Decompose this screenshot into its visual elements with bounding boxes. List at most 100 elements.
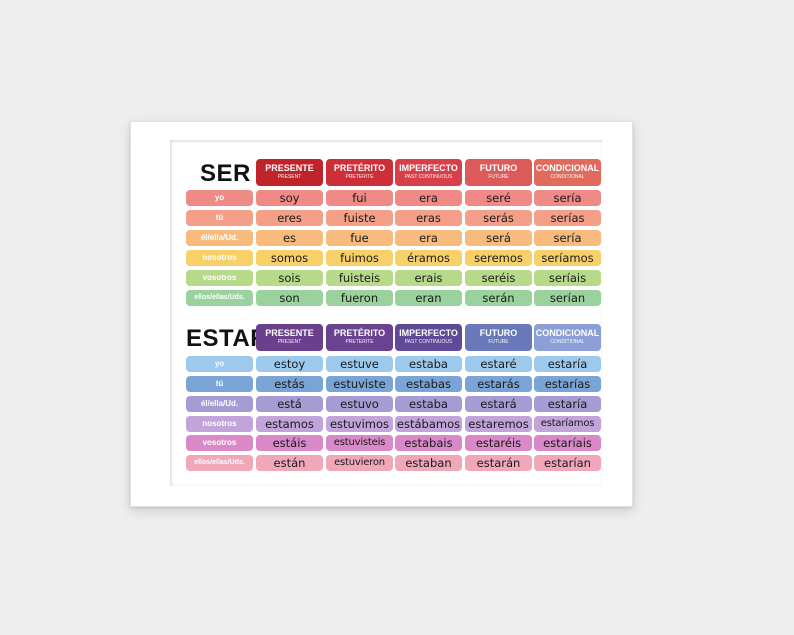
estar-cell: estaría: [534, 356, 601, 372]
ser-pronoun-2: él/ella/Ud.: [186, 230, 253, 246]
estar-header-past-continuous: IMPERFECTO PAST CONTINUOUS: [395, 324, 462, 351]
header-title: IMPERFECTO: [399, 163, 458, 173]
ser-cell: fui: [326, 190, 393, 206]
header-title: PRESENTE: [265, 328, 314, 338]
ser-cell: es: [256, 230, 323, 246]
estar-cell: estáis: [256, 435, 323, 451]
ser-cell: fueron: [326, 290, 393, 306]
header-subtitle: PRESENT: [277, 339, 302, 345]
estar-pronoun-4: vosotros: [186, 435, 253, 451]
header-title: PRETÉRITO: [333, 328, 386, 338]
estar-title: ESTAR: [186, 325, 269, 352]
ser-pronoun-0: yo: [186, 190, 253, 206]
estar-cell: estabas: [395, 376, 462, 392]
ser-cell: fuimos: [326, 250, 393, 266]
ser-cell: eras: [395, 210, 462, 226]
estar-cell: estuve: [326, 356, 393, 372]
estar-cell: estarás: [465, 376, 532, 392]
estar-cell: estaremos: [465, 416, 532, 432]
ser-cell: serás: [465, 210, 532, 226]
estar-cell: estoy: [256, 356, 323, 372]
ser-cell: soy: [256, 190, 323, 206]
header-subtitle: FUTURE: [488, 174, 509, 180]
estar-cell: estarán: [465, 455, 532, 471]
ser-pronoun-4: vosotros: [186, 270, 253, 286]
estar-pronoun-5: ellos/ellas/Uds.: [186, 455, 253, 471]
ser-cell: éramos: [395, 250, 462, 266]
header-title: FUTURO: [479, 163, 518, 173]
estar-cell: estaba: [395, 396, 462, 412]
estar-cell: estabais: [395, 435, 462, 451]
estar-cell: estuvo: [326, 396, 393, 412]
estar-cell: estuviste: [326, 376, 393, 392]
header-subtitle: PRETERITE: [345, 339, 374, 345]
estar-cell: estuvimos: [326, 416, 393, 432]
ser-cell: sería: [534, 230, 601, 246]
header-subtitle: PAST CONTINUOUS: [404, 174, 453, 180]
ser-pronoun-1: tú: [186, 210, 253, 226]
estar-cell: estarías: [534, 376, 601, 392]
ser-cell: eran: [395, 290, 462, 306]
ser-cell: sería: [534, 190, 601, 206]
ser-cell: serían: [534, 290, 601, 306]
ser-cell: son: [256, 290, 323, 306]
ser-cell: eres: [256, 210, 323, 226]
ser-cell: erais: [395, 270, 462, 286]
ser-header-past-continuous: IMPERFECTO PAST CONTINUOUS: [395, 159, 462, 186]
ser-cell: seré: [465, 190, 532, 206]
header-subtitle: FUTURE: [488, 339, 509, 345]
ser-header-preterite: PRETÉRITO PRETERITE: [326, 159, 393, 186]
estar-cell: estaba: [395, 356, 462, 372]
estar-cell: estábamos: [395, 416, 462, 432]
ser-cell: será: [465, 230, 532, 246]
header-subtitle: PAST CONTINUOUS: [404, 339, 453, 345]
ser-cell: seremos: [465, 250, 532, 266]
header-title: IMPERFECTO: [399, 328, 458, 338]
estar-cell: estaría: [534, 396, 601, 412]
header-subtitle: PRETERITE: [345, 174, 374, 180]
ser-title: SER: [200, 160, 251, 187]
estar-header-present: PRESENTE PRESENT: [256, 324, 323, 351]
ser-cell: fue: [326, 230, 393, 246]
header-title: FUTURO: [479, 328, 518, 338]
ser-cell: somos: [256, 250, 323, 266]
ser-cell: fuisteis: [326, 270, 393, 286]
estar-cell: estará: [465, 396, 532, 412]
ser-cell: seríamos: [534, 250, 601, 266]
estar-cell: estaré: [465, 356, 532, 372]
ser-pronoun-5: ellos/ellas/Uds.: [186, 290, 253, 306]
header-title: CONDICIONAL: [535, 328, 600, 338]
ser-header-conditional: CONDICIONAL CONDITIONAL: [534, 159, 601, 186]
estar-header-preterite: PRETÉRITO PRETERITE: [326, 324, 393, 351]
estar-header-future: FUTURO FUTURE: [465, 324, 532, 351]
ser-pronoun-3: nosotros: [186, 250, 253, 266]
ser-cell: era: [395, 230, 462, 246]
ser-cell: seríais: [534, 270, 601, 286]
header-title: PRETÉRITO: [333, 163, 386, 173]
header-title: PRESENTE: [265, 163, 314, 173]
header-subtitle: CONDITIONAL: [550, 174, 585, 180]
header-title: CONDICIONAL: [535, 163, 600, 173]
estar-cell: estaréis: [465, 435, 532, 451]
ser-header-present: PRESENTE PRESENT: [256, 159, 323, 186]
estar-cell: estuvisteis: [326, 435, 393, 451]
ser-header-future: FUTURO FUTURE: [465, 159, 532, 186]
estar-pronoun-1: tú: [186, 376, 253, 392]
estar-cell: estuvieron: [326, 455, 393, 471]
estar-pronoun-0: yo: [186, 356, 253, 372]
estar-pronoun-3: nosotros: [186, 416, 253, 432]
estar-cell: estás: [256, 376, 323, 392]
estar-cell: estarían: [534, 455, 601, 471]
ser-cell: serías: [534, 210, 601, 226]
estar-cell: estaban: [395, 455, 462, 471]
ser-cell: era: [395, 190, 462, 206]
ser-cell: seréis: [465, 270, 532, 286]
header-subtitle: CONDITIONAL: [550, 339, 585, 345]
estar-pronoun-2: él/ella/Ud.: [186, 396, 253, 412]
ser-cell: serán: [465, 290, 532, 306]
ser-cell: fuiste: [326, 210, 393, 226]
estar-cell: están: [256, 455, 323, 471]
estar-cell: estaríamos: [534, 416, 601, 432]
estar-cell: está: [256, 396, 323, 412]
estar-cell: estaríais: [534, 435, 601, 451]
